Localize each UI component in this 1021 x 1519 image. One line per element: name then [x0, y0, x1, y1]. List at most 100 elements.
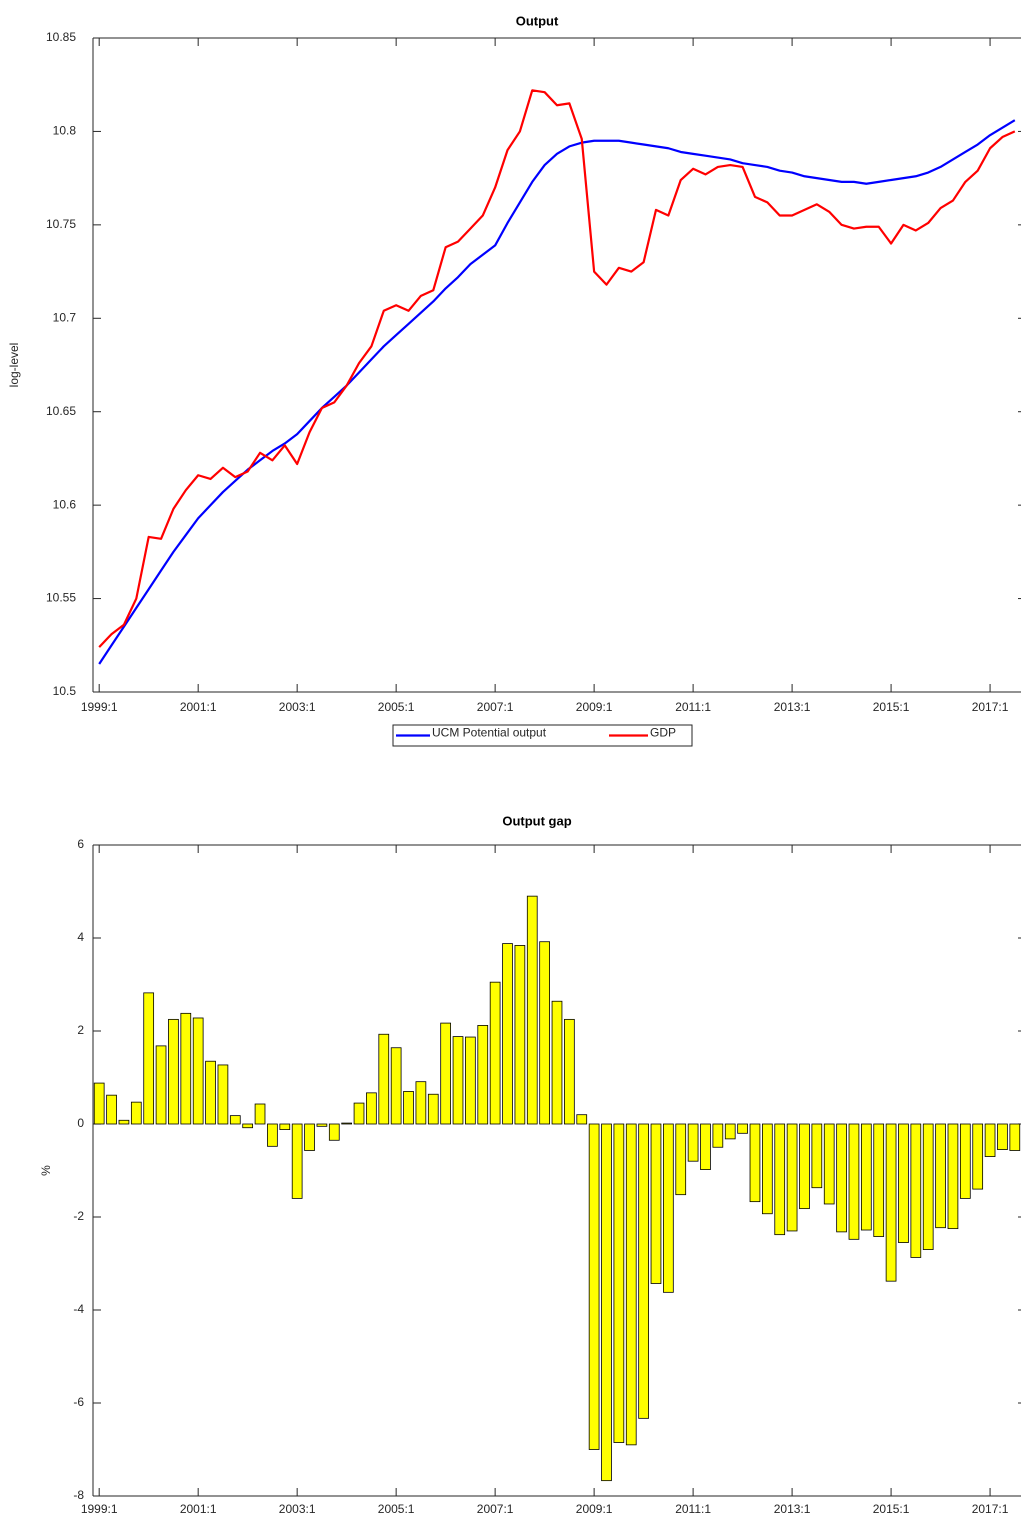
x-tick-label: 2007:1: [477, 1502, 514, 1516]
x-tick-label: 2009:1: [576, 700, 613, 714]
bar: [823, 1123, 835, 1205]
bar: [997, 1123, 1008, 1150]
y-tick-label: 10.8: [53, 124, 77, 138]
y-tick-label: 10.5: [53, 684, 77, 698]
bar: [291, 1123, 303, 1199]
bar: [539, 941, 550, 1125]
bar: [217, 1064, 229, 1125]
y-tick-label: 2: [77, 1023, 84, 1037]
bar: [972, 1123, 984, 1190]
bar: [613, 1123, 625, 1443]
x-tick-label: 2001:1: [180, 700, 217, 714]
bar: [724, 1123, 736, 1140]
bar: [712, 1123, 724, 1148]
bar: [1009, 1123, 1021, 1151]
bar: [316, 1123, 328, 1127]
bar: [625, 1123, 637, 1446]
bar: [786, 1123, 798, 1232]
bar: [551, 1000, 563, 1125]
bar: [267, 1123, 278, 1147]
bar: [576, 1114, 588, 1125]
bar: [588, 1123, 600, 1450]
line-series: [98, 89, 1016, 648]
bar: [304, 1123, 315, 1151]
bar: [526, 895, 538, 1125]
bar: [427, 1093, 439, 1125]
bar: [415, 1081, 427, 1125]
bar: [761, 1123, 773, 1215]
y-tick-label: 10.55: [46, 591, 76, 605]
y-axis-label: log-level: [7, 343, 21, 388]
y-tick-label: 0: [77, 1116, 84, 1130]
x-tick-label: 2015:1: [873, 1502, 910, 1516]
bar: [687, 1123, 699, 1162]
bar: [947, 1123, 959, 1230]
bar: [118, 1119, 130, 1125]
y-tick-label: -4: [73, 1302, 84, 1316]
bar: [477, 1025, 489, 1125]
y-tick-label: 10.6: [53, 497, 77, 511]
bar: [675, 1123, 687, 1196]
bar: [898, 1123, 909, 1243]
bar: [650, 1123, 662, 1284]
bar: [984, 1123, 996, 1157]
bar: [737, 1123, 748, 1134]
bar: [885, 1123, 897, 1282]
bar: [638, 1123, 649, 1419]
bar: [254, 1103, 266, 1125]
x-tick-label: 2001:1: [180, 1502, 217, 1516]
y-tick-label: 10.7: [53, 310, 77, 324]
chart-title: Output: [516, 13, 559, 28]
bar: [700, 1123, 711, 1170]
bar: [836, 1123, 847, 1233]
bar: [601, 1123, 612, 1482]
bar: [502, 943, 513, 1125]
legend-box: [392, 724, 693, 747]
x-tick-label: 2013:1: [774, 1502, 811, 1516]
bar: [860, 1123, 872, 1231]
bar: [564, 1018, 575, 1125]
bar: [922, 1123, 934, 1250]
x-tick-label: 2007:1: [477, 700, 514, 714]
y-tick-label: 4: [77, 930, 84, 944]
x-tick-label: 2005:1: [378, 1502, 415, 1516]
x-tick-label: 2009:1: [576, 1502, 613, 1516]
x-tick-label: 2013:1: [774, 700, 811, 714]
x-tick-label: 2015:1: [873, 700, 910, 714]
y-tick-label: -8: [73, 1488, 84, 1502]
bar: [130, 1101, 142, 1125]
bar: [155, 1045, 167, 1125]
bar: [489, 981, 501, 1125]
bar: [910, 1123, 922, 1258]
x-tick-label: 2017:1: [972, 700, 1009, 714]
legend-label: UCM Potential output: [432, 726, 547, 740]
y-tick-label: 10.85: [46, 30, 76, 44]
bar: [935, 1123, 946, 1229]
bar: [106, 1094, 117, 1125]
bar: [279, 1123, 291, 1130]
bar: [180, 1012, 192, 1125]
y-tick-label: -2: [73, 1209, 84, 1223]
bar: [366, 1092, 377, 1125]
bar: [229, 1115, 241, 1125]
x-tick-label: 1999:1: [81, 1502, 118, 1516]
bar: [811, 1123, 823, 1189]
bar: [749, 1123, 761, 1203]
bar: [799, 1123, 810, 1210]
bar: [168, 1018, 179, 1125]
y-tick-label: -6: [73, 1395, 84, 1409]
bar: [663, 1123, 674, 1293]
bar: [242, 1123, 254, 1129]
bar: [403, 1091, 414, 1125]
bar: [390, 1047, 402, 1125]
x-tick-label: 2003:1: [279, 1502, 316, 1516]
bar: [774, 1123, 786, 1236]
y-tick-label: 10.65: [46, 404, 76, 418]
bar: [959, 1123, 971, 1199]
bar: [440, 1022, 451, 1125]
x-tick-label: 2011:1: [675, 700, 711, 714]
x-tick-label: 1999:1: [81, 700, 118, 714]
bar: [205, 1060, 216, 1125]
